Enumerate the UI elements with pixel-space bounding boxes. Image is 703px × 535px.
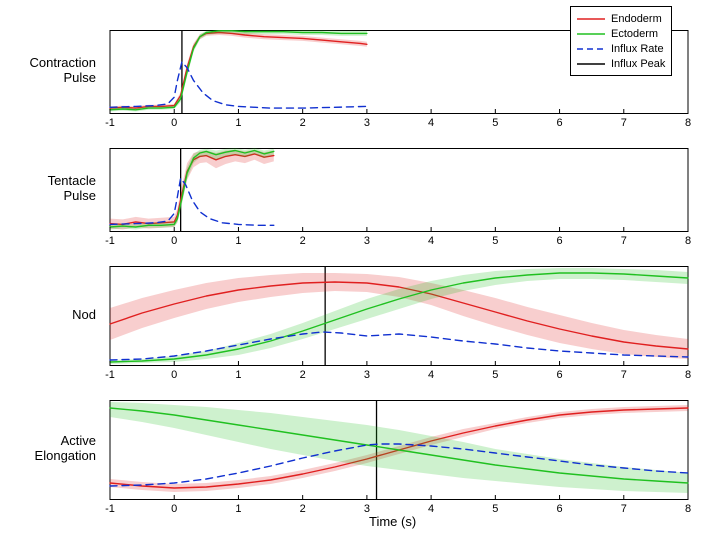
xtick-label: 2	[293, 369, 313, 381]
panel-label-elongation: ActiveElongation	[6, 434, 96, 464]
xtick-label: 8	[678, 235, 698, 247]
xtick-label: 3	[357, 369, 377, 381]
legend-label: Ectoderm	[611, 28, 658, 40]
legend-label: Influx Peak	[611, 58, 665, 70]
xtick-label: 6	[550, 235, 570, 247]
xtick-label: 0	[164, 369, 184, 381]
xtick-label: 7	[614, 235, 634, 247]
xtick-label: 5	[485, 503, 505, 515]
endoderm-line	[110, 33, 367, 109]
xtick-label: 5	[485, 235, 505, 247]
panel-nod	[0, 266, 703, 366]
panel-tentacle	[0, 148, 703, 232]
xtick-label: 4	[421, 117, 441, 129]
ectoderm-line	[110, 151, 274, 228]
xtick-label: 4	[421, 503, 441, 515]
xtick-label: -1	[100, 369, 120, 381]
legend-item: Influx Rate	[577, 41, 665, 56]
xtick-label: 8	[678, 117, 698, 129]
xtick-label: 7	[614, 503, 634, 515]
influx-line	[110, 62, 367, 108]
xtick-label: 5	[485, 117, 505, 129]
xtick-label: 5	[485, 369, 505, 381]
panel-label-nod: Nod	[6, 308, 96, 323]
xtick-label: 2	[293, 117, 313, 129]
xtick-label: 0	[164, 117, 184, 129]
xtick-label: 6	[550, 503, 570, 515]
legend-item: Influx Peak	[577, 56, 665, 71]
xtick-label: 1	[228, 369, 248, 381]
legend-swatch	[577, 13, 605, 25]
panel-label-tentacle: TentaclePulse	[6, 174, 96, 204]
ectoderm-band	[110, 402, 688, 493]
xtick-label: 2	[293, 235, 313, 247]
xtick-label: 7	[614, 117, 634, 129]
xtick-label: 1	[228, 117, 248, 129]
panel-label-contraction: ContractionPulse	[6, 56, 96, 86]
xtick-label: 1	[228, 235, 248, 247]
xtick-label: 0	[164, 235, 184, 247]
xtick-label: 2	[293, 503, 313, 515]
legend: Endoderm Ectoderm Influx Rate Influx Peak	[570, 6, 672, 76]
legend-item: Endoderm	[577, 11, 665, 26]
xtick-label: 8	[678, 369, 698, 381]
xtick-label: 4	[421, 369, 441, 381]
legend-label: Endoderm	[611, 13, 662, 25]
xtick-label: 8	[678, 503, 698, 515]
legend-item: Ectoderm	[577, 26, 665, 41]
xtick-label: 3	[357, 235, 377, 247]
panel-elongation	[0, 400, 703, 500]
xtick-label: 7	[614, 369, 634, 381]
endoderm-band	[110, 273, 688, 359]
xtick-label: 6	[550, 369, 570, 381]
xtick-label: -1	[100, 235, 120, 247]
endoderm-band	[110, 31, 367, 110]
xtick-label: 1	[228, 503, 248, 515]
xtick-label: -1	[100, 117, 120, 129]
legend-label: Influx Rate	[611, 43, 664, 55]
xtick-label: -1	[100, 503, 120, 515]
legend-swatch	[577, 43, 605, 55]
xtick-label: 3	[357, 117, 377, 129]
xtick-label: 0	[164, 503, 184, 515]
xaxis-title: Time (s)	[369, 514, 416, 529]
xtick-label: 6	[550, 117, 570, 129]
legend-swatch	[577, 28, 605, 40]
figure: -1 0 1 2 3 4 5 6 7 8 ContractionPulse -1 0 1 2 3 4 5 6 7 8 Te…	[0, 0, 703, 535]
xtick-label: 4	[421, 235, 441, 247]
legend-swatch	[577, 58, 605, 70]
